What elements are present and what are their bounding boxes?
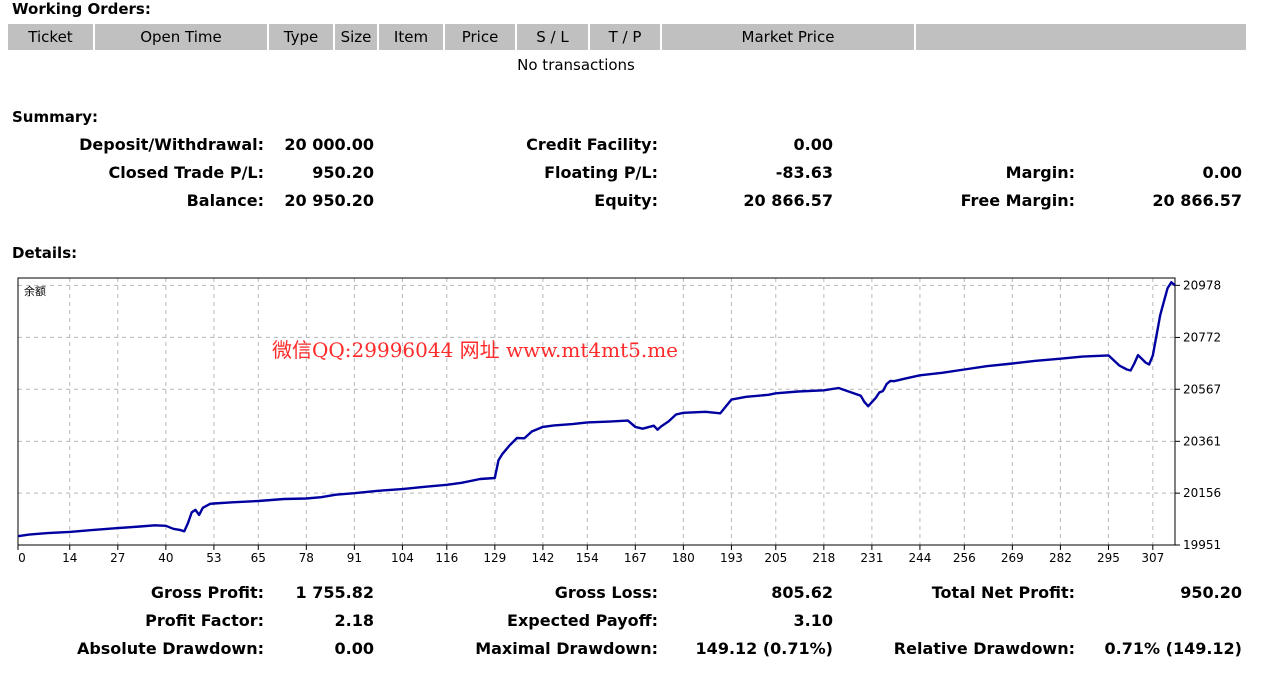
x-tick-label: 205: [764, 551, 787, 565]
x-tick-label: 91: [347, 551, 362, 565]
x-tick-label: 142: [531, 551, 554, 565]
x-tick-label: 193: [720, 551, 743, 565]
y-tick-label: 20978: [1183, 278, 1221, 292]
x-tick-label: 104: [391, 551, 414, 565]
x-tick-label: 231: [860, 551, 883, 565]
y-tick-label: 20361: [1183, 434, 1221, 448]
x-tick-label: 295: [1097, 551, 1120, 565]
x-tick-label: 307: [1141, 551, 1164, 565]
totals-label-1-l1: Profit Factor:: [145, 611, 264, 630]
totals-value-0-v2: 805.62: [771, 583, 833, 602]
x-tick-label: 282: [1049, 551, 1072, 565]
totals-value-0-v3: 950.20: [1180, 583, 1242, 602]
chart-caption: 余额: [24, 283, 46, 299]
x-tick-label: 27: [110, 551, 125, 565]
x-tick-label: 0: [18, 551, 26, 565]
totals-value-1-v2: 3.10: [794, 611, 833, 630]
totals-label-2-l3: Relative Drawdown:: [894, 639, 1075, 658]
x-tick-label: 154: [576, 551, 599, 565]
totals-label-1-l2: Expected Payoff:: [507, 611, 658, 630]
x-tick-label: 180: [672, 551, 695, 565]
totals-label-0-l3: Total Net Profit:: [932, 583, 1075, 602]
totals-value-2-v2: 149.12 (0.71%): [696, 639, 833, 658]
x-tick-label: 129: [483, 551, 506, 565]
totals-value-0-v1: 1 755.82: [296, 583, 374, 602]
x-tick-label: 78: [299, 551, 314, 565]
y-tick-label: 19951: [1183, 538, 1221, 552]
watermark-text: 微信QQ:29996044 网址 www.mt4mt5.me: [272, 334, 678, 363]
totals-label-0-l1: Gross Profit:: [151, 583, 264, 602]
chart-plot-area: [18, 278, 1175, 545]
x-tick-label: 167: [624, 551, 647, 565]
x-tick-label: 218: [812, 551, 835, 565]
x-tick-label: 244: [908, 551, 931, 565]
x-tick-label: 116: [435, 551, 458, 565]
x-tick-label: 256: [953, 551, 976, 565]
x-tick-label: 65: [251, 551, 266, 565]
totals-value-2-v1: 0.00: [335, 639, 374, 658]
x-tick-label: 14: [62, 551, 77, 565]
y-tick-label: 20156: [1183, 486, 1221, 500]
totals-label-2-l2: Maximal Drawdown:: [475, 639, 658, 658]
totals-value-1-v1: 2.18: [335, 611, 374, 630]
y-tick-label: 20567: [1183, 382, 1221, 396]
totals-value-2-v3: 0.71% (149.12): [1105, 639, 1242, 658]
totals-label-2-l1: Absolute Drawdown:: [77, 639, 264, 658]
x-tick-label: 53: [206, 551, 221, 565]
totals-label-0-l2: Gross Loss:: [555, 583, 658, 602]
y-tick-label: 20772: [1183, 330, 1221, 344]
x-tick-label: 269: [1001, 551, 1024, 565]
x-tick-label: 40: [158, 551, 173, 565]
